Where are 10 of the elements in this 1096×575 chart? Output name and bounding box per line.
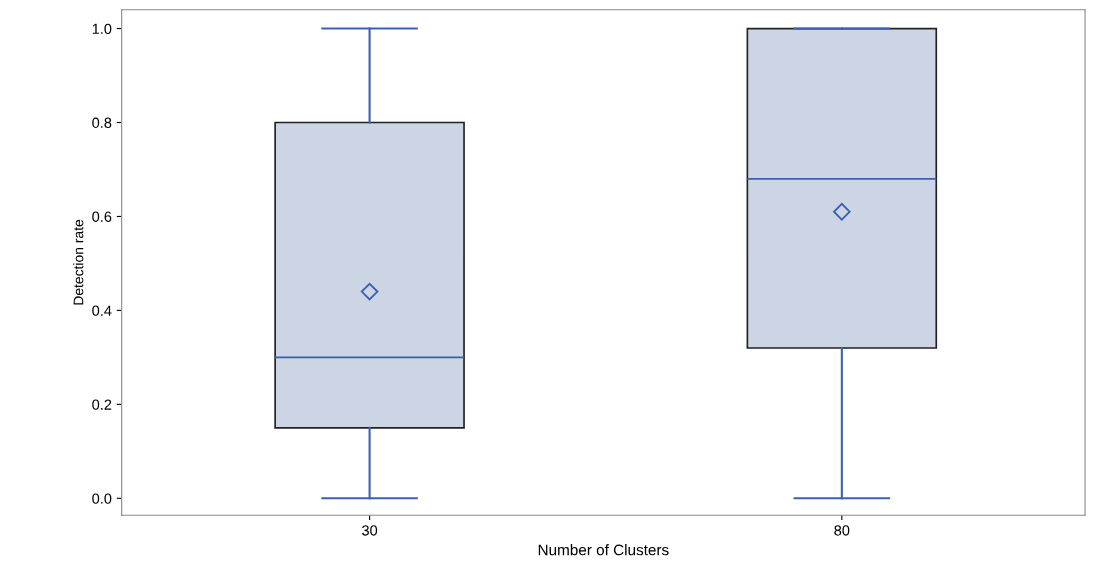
y-tick-label: 0.6 bbox=[92, 211, 112, 222]
y-tick-label: 0.8 bbox=[92, 117, 112, 128]
y-tick-label: 0.4 bbox=[92, 305, 112, 316]
y-tick-label: 0.2 bbox=[92, 399, 112, 410]
y-axis-title: Detection rate bbox=[73, 219, 84, 305]
y-tick-label: 1.0 bbox=[92, 23, 112, 34]
x-axis-title: Number of Clusters bbox=[538, 544, 669, 556]
x-tick-label: 30 bbox=[362, 525, 378, 536]
y-tick-label: 0.0 bbox=[92, 493, 112, 504]
x-tick-label: 80 bbox=[834, 525, 850, 536]
